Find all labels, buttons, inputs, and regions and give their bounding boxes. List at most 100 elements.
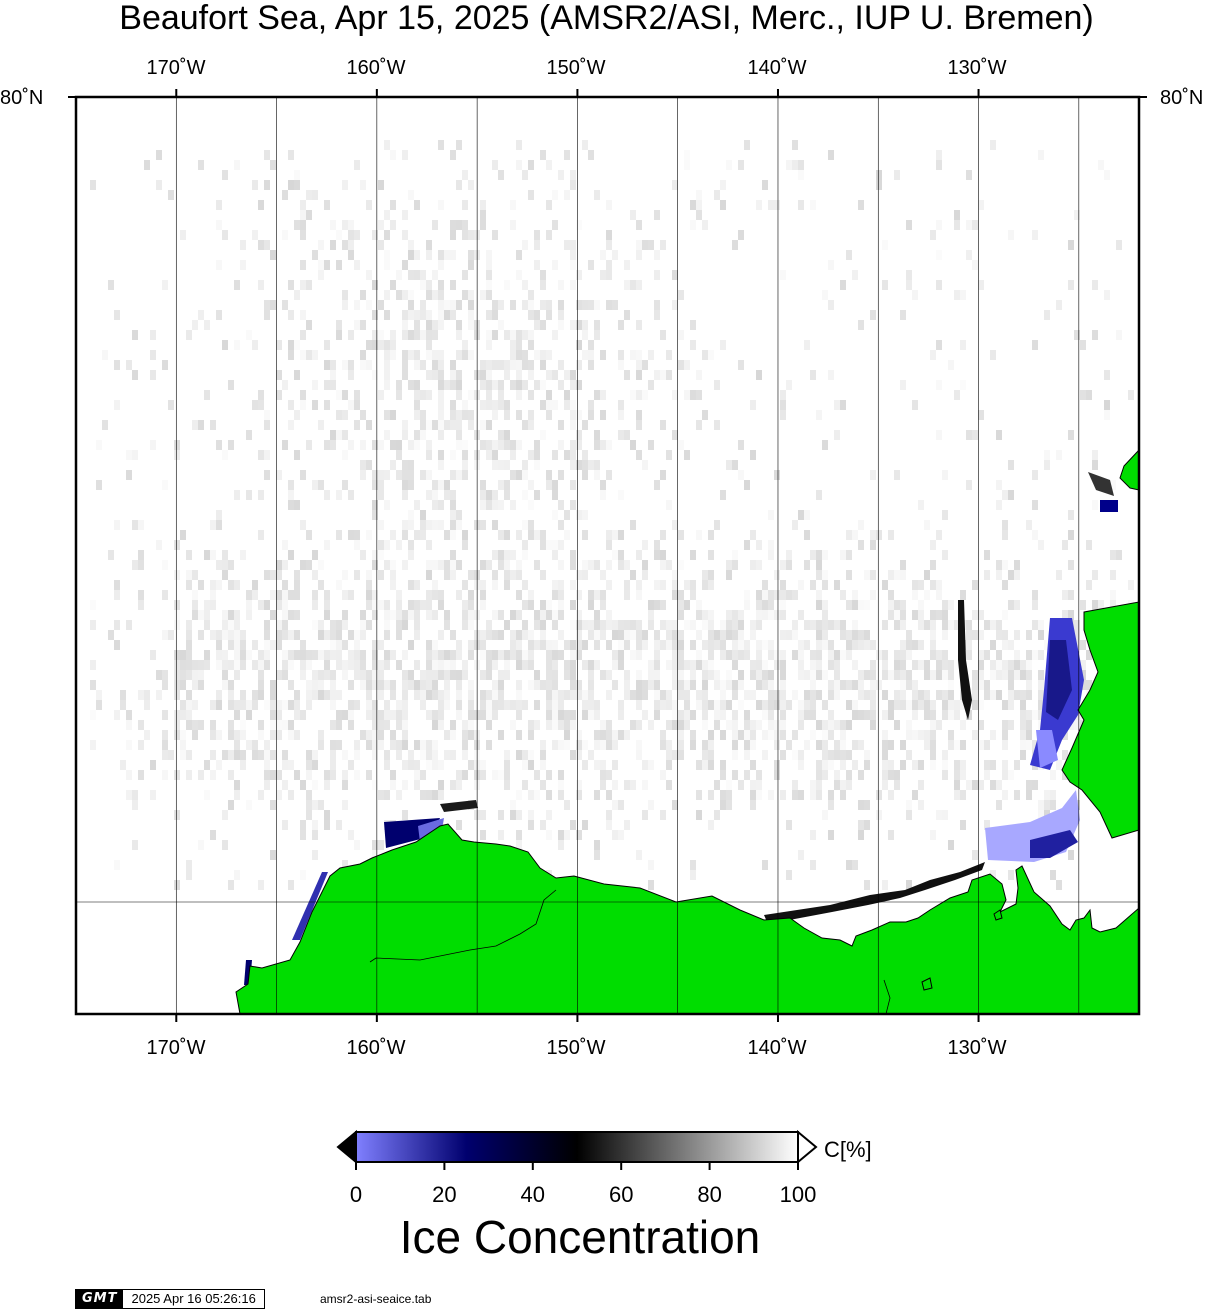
ice-cell bbox=[318, 690, 324, 700]
ice-cell bbox=[588, 460, 594, 470]
ice-cell bbox=[486, 380, 492, 390]
ice-cell bbox=[510, 500, 516, 510]
ice-cell bbox=[450, 530, 456, 540]
ice-cell bbox=[936, 650, 942, 660]
ice-cell bbox=[528, 600, 534, 610]
ice-cell bbox=[648, 760, 654, 770]
ice-cell bbox=[846, 550, 852, 560]
ice-cell bbox=[564, 710, 570, 720]
ice-cell bbox=[666, 740, 672, 750]
ice-cell bbox=[708, 530, 714, 540]
ice-cell bbox=[402, 320, 408, 330]
ice-cell bbox=[282, 190, 288, 200]
ice-cell bbox=[708, 740, 714, 750]
ice-cell bbox=[702, 640, 708, 650]
ice-cell bbox=[252, 660, 258, 670]
ice-cell bbox=[396, 610, 402, 620]
ice-cell bbox=[432, 590, 438, 600]
polynya-amundsen-edge bbox=[1030, 830, 1078, 858]
ice-cell bbox=[990, 870, 996, 880]
ice-cell bbox=[558, 720, 564, 730]
ice-cell bbox=[138, 720, 144, 730]
ice-cell bbox=[492, 460, 498, 470]
ice-cell bbox=[690, 220, 696, 230]
ice-cell bbox=[234, 610, 240, 620]
ice-cell bbox=[438, 360, 444, 370]
ice-cell bbox=[894, 170, 900, 180]
ice-cell bbox=[366, 530, 372, 540]
ice-cell bbox=[498, 830, 504, 840]
ice-cell bbox=[240, 690, 246, 700]
ice-cell bbox=[1068, 530, 1074, 540]
ice-cell bbox=[480, 520, 486, 530]
ice-cell bbox=[756, 610, 762, 620]
ice-cell bbox=[516, 340, 522, 350]
ice-cell bbox=[402, 330, 408, 340]
ice-cell bbox=[558, 420, 564, 430]
ice-cell bbox=[360, 460, 366, 470]
ice-cell bbox=[738, 680, 744, 690]
ice-cell bbox=[900, 700, 906, 710]
ice-cell bbox=[222, 170, 228, 180]
latitude-labels: 80˚N 80˚N bbox=[0, 87, 1203, 109]
ice-cell bbox=[858, 520, 864, 530]
ice-cell bbox=[714, 670, 720, 680]
ice-cell bbox=[540, 540, 546, 550]
ice-cell bbox=[906, 800, 912, 810]
ice-cell bbox=[492, 610, 498, 620]
ice-cell bbox=[600, 730, 606, 740]
ice-cell bbox=[330, 750, 336, 760]
ice-cell bbox=[846, 640, 852, 650]
ice-cell bbox=[888, 530, 894, 540]
ice-cell bbox=[936, 280, 942, 290]
ice-cell bbox=[288, 760, 294, 770]
ice-cell bbox=[384, 600, 390, 610]
ice-cell bbox=[576, 570, 582, 580]
ice-cell bbox=[486, 620, 492, 630]
ice-edge-dark-1 bbox=[440, 800, 478, 812]
ice-cell bbox=[678, 630, 684, 640]
ice-cell bbox=[492, 570, 498, 580]
ice-cell bbox=[900, 600, 906, 610]
ice-cell bbox=[546, 350, 552, 360]
ice-cell bbox=[804, 530, 810, 540]
ice-cell bbox=[594, 640, 600, 650]
ice-cell bbox=[486, 710, 492, 720]
ice-cell bbox=[210, 700, 216, 710]
ice-cell bbox=[378, 710, 384, 720]
colorbar-tick-label: 40 bbox=[521, 1182, 545, 1207]
ice-cell bbox=[234, 710, 240, 720]
ice-cell bbox=[258, 450, 264, 460]
ice-cell bbox=[414, 780, 420, 790]
ice-cell bbox=[132, 370, 138, 380]
ice-cell bbox=[468, 590, 474, 600]
ice-cell bbox=[348, 230, 354, 240]
ice-cell bbox=[450, 500, 456, 510]
ice-cell bbox=[174, 880, 180, 890]
ice-cell bbox=[528, 370, 534, 380]
ice-cell bbox=[588, 630, 594, 640]
ice-cell bbox=[462, 750, 468, 760]
ice-cell bbox=[312, 850, 318, 860]
colorbar-tick-label: 0 bbox=[350, 1182, 362, 1207]
timestamp: 2025 Apr 16 05:26:16 bbox=[123, 1290, 264, 1308]
ice-cell bbox=[234, 160, 240, 170]
ice-cell bbox=[636, 220, 642, 230]
ice-cell bbox=[444, 570, 450, 580]
ice-cell bbox=[378, 180, 384, 190]
ice-cell bbox=[426, 560, 432, 570]
ice-cell bbox=[990, 670, 996, 680]
colorbar-tick-label: 20 bbox=[432, 1182, 456, 1207]
ice-cell bbox=[258, 530, 264, 540]
ice-cell bbox=[492, 650, 498, 660]
ice-cell bbox=[1038, 810, 1044, 820]
ice-cell bbox=[888, 770, 894, 780]
meridian-label-bottom-140w: 140˚W bbox=[748, 1037, 807, 1059]
ice-cell bbox=[732, 550, 738, 560]
ice-cell bbox=[756, 540, 762, 550]
ice-cell bbox=[816, 780, 822, 790]
ice-cell bbox=[678, 360, 684, 370]
ice-cell bbox=[516, 560, 522, 570]
ice-cell bbox=[570, 750, 576, 760]
ice-cell bbox=[654, 640, 660, 650]
